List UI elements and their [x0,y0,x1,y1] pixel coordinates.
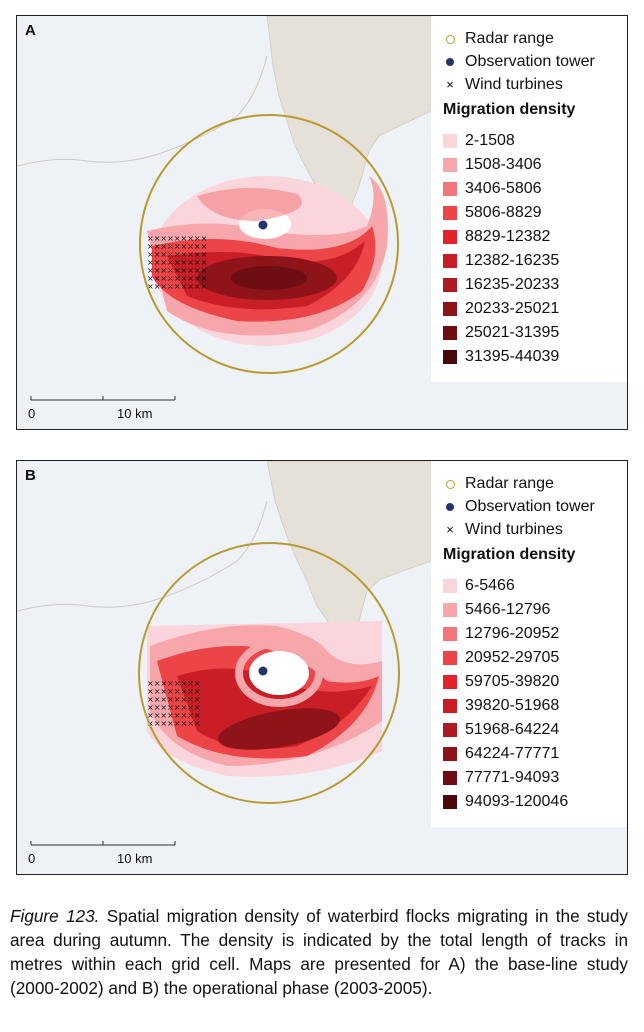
svg-text:××××××××: ×××××××× [147,695,201,704]
legend-item-wind-turbines: × Wind turbines [443,75,563,95]
density-class: 94093-120046 [443,792,568,812]
density-class: 1508-3406 [443,155,542,175]
scale-bar: 0 10 km [28,841,176,866]
svg-text:×××××××××: ××××××××× [147,242,207,251]
scale-end-label: 10 km [117,406,152,421]
wind-turbine-grid: ××××××××× ××××××××× ××××××××× ××××××××× … [147,234,207,291]
legend-item-radar-range: Radar range [443,29,554,49]
density-class: 3406-5806 [443,179,542,199]
svg-text:×××××××××: ××××××××× [147,266,207,275]
density-class: 64224-77771 [443,744,559,764]
density-class: 20952-29705 [443,648,559,668]
svg-text:××××××××: ×××××××× [147,719,201,728]
radar-range-circle [139,114,399,374]
map-canvas-b: ×××××××× ×××××××× ×××××××× ×××××××× ××××… [17,461,432,804]
wind-turbine-cross-icon: × [446,77,454,92]
density-class: 59705-39820 [443,672,559,692]
legend-title: Migration density [443,546,576,563]
panel-label: B [25,467,36,484]
caption-text: Spatial migration density of waterbird f… [10,906,628,998]
land-mass [266,461,432,637]
density-class: 51968-64224 [443,720,559,740]
scale-start-label: 0 [28,406,35,421]
observation-tower-dot-icon [443,500,457,514]
svg-text:××××××××: ×××××××× [147,679,201,688]
svg-text:×××××××××: ××××××××× [147,234,207,243]
svg-text:×××××××××: ××××××××× [147,250,207,259]
legend-item-observation-tower: Observation tower [443,52,595,72]
svg-text:××××××××: ×××××××× [147,703,201,712]
observation-tower-dot-icon [443,55,457,69]
legend: Radar range Observation tower × Wind tur… [431,16,627,382]
legend: Radar range Observation tower × Wind tur… [431,461,627,827]
density-class: 12382-16235 [443,251,559,271]
radar-range-circle-icon [443,477,457,491]
density-class: 12796-20952 [443,624,559,644]
figure-number: Figure 123. [10,906,100,926]
observation-tower-marker [258,666,268,676]
map-panel-a: ××××××××× ××××××××× ××××××××× ××××××××× … [16,15,628,430]
svg-text:××××××××: ×××××××× [147,711,201,720]
density-layer [147,621,382,777]
map-canvas-a: ××××××××× ××××××××× ××××××××× ××××××××× … [17,16,432,374]
density-class: 25021-31395 [443,323,559,343]
density-class: 6-5466 [443,576,515,596]
density-class: 5466-12796 [443,600,550,620]
svg-text:×××××××××: ××××××××× [147,258,207,267]
svg-text:××××××××: ×××××××× [147,687,201,696]
legend-item-observation-tower: Observation tower [443,497,595,517]
legend-item-radar-range: Radar range [443,474,554,494]
observation-tower-marker [258,220,268,230]
density-class: 39820-51968 [443,696,559,716]
scale-start-label: 0 [28,851,35,866]
density-class: 2-1508 [443,131,515,151]
coastline [17,500,268,612]
svg-text:×××××××××: ××××××××× [147,282,207,291]
wind-turbine-grid: ×××××××× ×××××××× ×××××××× ×××××××× ××××… [147,679,201,728]
legend-title: Migration density [443,101,576,118]
scale-bar: 0 10 km [28,396,176,421]
density-class: 20233-25021 [443,299,559,319]
density-class: 16235-20233 [443,275,559,295]
density-class: 5806-8829 [443,203,542,223]
density-layer [147,176,388,346]
density-class: 8829-12382 [443,227,550,247]
radar-range-circle-icon [443,32,457,46]
svg-text:×××××××××: ××××××××× [147,274,207,283]
density-class: 31395-44039 [443,347,559,367]
coastline [17,55,268,167]
figure-caption: Figure 123. Spatial migration density of… [10,904,628,1000]
wind-turbine-cross-icon: × [446,522,454,537]
radar-range-circle [138,542,400,804]
map-panel-b: ×××××××× ×××××××× ×××××××× ×××××××× ××××… [16,460,628,875]
density-class: 77771-94093 [443,768,559,788]
legend-item-wind-turbines: × Wind turbines [443,520,563,540]
scale-end-label: 10 km [117,851,152,866]
panel-label: A [25,22,36,39]
